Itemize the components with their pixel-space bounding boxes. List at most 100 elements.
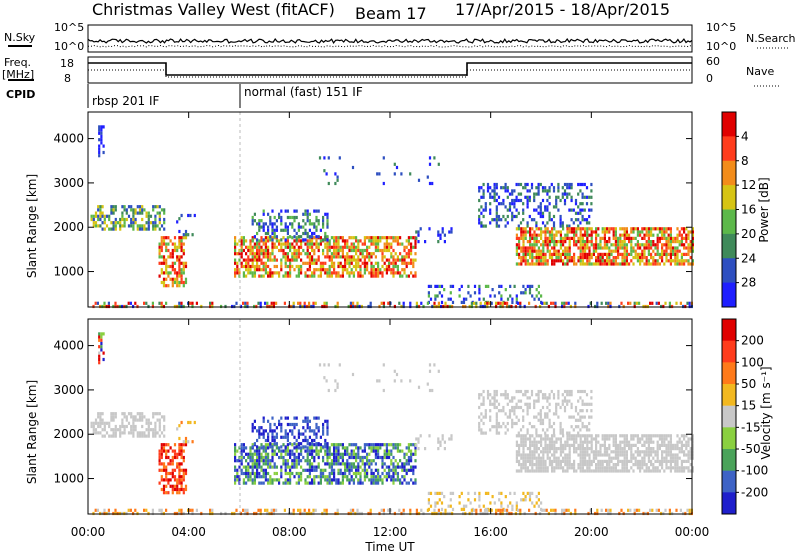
power-cell: [271, 238, 273, 241]
power-cell: [687, 259, 689, 262]
power-cell: [621, 253, 623, 256]
velocity-cell: [588, 416, 590, 419]
power-cell: [243, 243, 245, 246]
power-cell: [335, 252, 337, 255]
velocity-cell: [529, 463, 531, 466]
velocity-cell: [298, 459, 300, 462]
velocity-cell: [280, 472, 282, 475]
velocity-cell: [591, 450, 593, 453]
velocity-cell: [531, 425, 533, 428]
velocity-cell: [388, 472, 390, 475]
velocity-cell: [137, 412, 139, 415]
velocity-cell: [533, 403, 535, 406]
power-cell: [568, 183, 570, 186]
power-cell: [670, 243, 672, 246]
power-cell: [300, 265, 302, 268]
power-cell: [516, 215, 518, 218]
power-cell: [265, 268, 267, 271]
velocity-cell: [152, 415, 154, 418]
power-cell: [681, 237, 683, 240]
velocity-cell: [386, 466, 388, 469]
power-cell: [97, 215, 99, 218]
velocity-cell: [632, 453, 634, 456]
velocity-cell: [668, 453, 670, 456]
power-cell: [496, 183, 498, 186]
power-cell: [582, 227, 584, 230]
power-cell: [280, 229, 282, 232]
velocity-cell: [397, 475, 399, 478]
power-cell: [498, 202, 500, 205]
power-cell: [176, 246, 178, 249]
velocity-cell: [324, 462, 326, 465]
power-cell: [520, 227, 522, 230]
power-cell: [99, 212, 101, 215]
velocity-cell: [562, 400, 564, 403]
power-cell: [628, 240, 630, 243]
velocity-cell: [256, 429, 258, 432]
power-cell: [260, 275, 262, 278]
velocity-cell: [161, 456, 163, 459]
power-cell: [441, 285, 443, 288]
power-cell: [318, 222, 320, 225]
power-cell: [491, 196, 493, 199]
power-cell: [588, 250, 590, 253]
velocity-cell: [564, 396, 566, 399]
power-cell: [520, 259, 522, 262]
velocity-cell: [307, 469, 309, 472]
power-cell: [337, 243, 339, 246]
velocity-cell: [381, 462, 383, 465]
power-cell: [243, 236, 245, 239]
power-cell: [309, 252, 311, 255]
velocity-cell: [505, 495, 507, 498]
power-cell: [549, 196, 551, 199]
velocity-cell: [595, 469, 597, 472]
power-cell: [571, 259, 573, 262]
power-cell: [143, 208, 145, 211]
power-cell: [549, 189, 551, 192]
velocity-cell: [555, 412, 557, 415]
velocity-cell: [172, 456, 174, 459]
velocity-cell: [121, 412, 123, 415]
power-cell: [161, 268, 163, 271]
velocity-cell: [263, 459, 265, 462]
power-cell: [247, 268, 249, 271]
power-cell: [542, 215, 544, 218]
power-cell: [313, 243, 315, 246]
velocity-cell: [606, 453, 608, 456]
velocity-cell: [676, 466, 678, 469]
velocity-cell: [174, 469, 176, 472]
velocity-cell: [148, 419, 150, 422]
velocity-cell: [335, 456, 337, 459]
power-cell: [553, 215, 555, 218]
velocity-cell: [553, 396, 555, 399]
power-cell: [274, 229, 276, 232]
velocity-cell: [320, 478, 322, 481]
velocity-cell: [167, 443, 169, 446]
power-cell: [606, 240, 608, 243]
colorbar-segment: [722, 210, 736, 235]
velocity-cell: [408, 462, 410, 465]
power-cell: [322, 268, 324, 271]
power-cell: [516, 209, 518, 212]
power-cell: [415, 230, 417, 233]
power-cell: [256, 259, 258, 262]
power-cell: [580, 240, 582, 243]
power-cell: [646, 243, 648, 246]
velocity-cell: [569, 437, 571, 440]
velocity-cell: [657, 441, 659, 444]
power-cell: [362, 255, 364, 258]
power-cell: [522, 246, 524, 249]
velocity-cell: [535, 428, 537, 431]
power-cell: [267, 265, 269, 268]
velocity-cell: [639, 466, 641, 469]
power-cell: [285, 255, 287, 258]
power-cell: [624, 227, 626, 230]
power-cell: [271, 275, 273, 278]
power-cell: [278, 239, 280, 242]
velocity-cell: [551, 390, 553, 393]
power-cell: [478, 291, 480, 294]
power-cell: [395, 265, 397, 268]
power-cell: [293, 302, 295, 305]
power-cell: [274, 265, 276, 268]
velocity-cell: [628, 460, 630, 463]
